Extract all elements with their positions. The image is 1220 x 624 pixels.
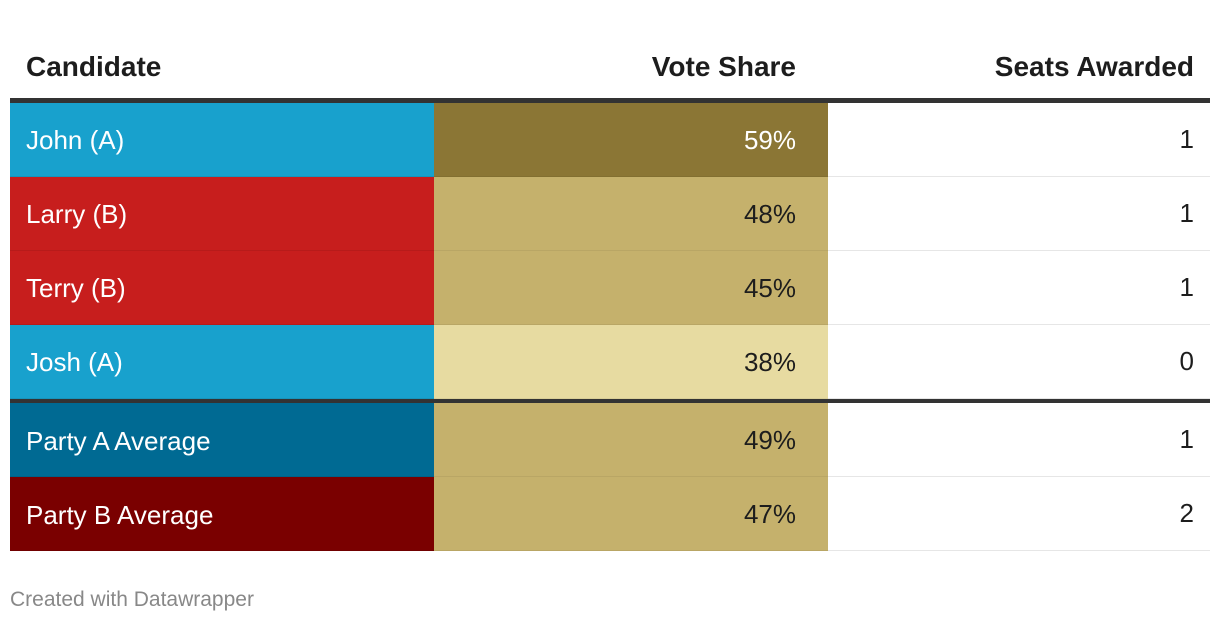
candidate-cell: Party B Average (10, 477, 434, 551)
table-header: Candidate Vote Share Seats Awarded (10, 36, 1210, 103)
table-row: Josh (A) 38% 0 (10, 325, 1210, 399)
candidate-cell: Terry (B) (10, 251, 434, 325)
table-row: Party A Average 49% 1 (10, 403, 1210, 477)
vote-share-cell: 45% (434, 251, 828, 325)
header-seats-awarded[interactable]: Seats Awarded (994, 51, 1194, 82)
vote-share-cell: 47% (434, 477, 828, 551)
header-vote-share[interactable]: Vote Share (651, 51, 796, 82)
seats-cell: 0 (828, 325, 1210, 399)
candidate-cell: Larry (B) (10, 177, 434, 251)
averages-divider (10, 399, 1210, 403)
seats-cell: 1 (828, 177, 1210, 251)
table-row: Larry (B) 48% 1 (10, 177, 1210, 251)
candidate-cell: Josh (A) (10, 325, 434, 399)
vote-share-cell: 48% (434, 177, 828, 251)
candidate-cell: John (A) (10, 103, 434, 177)
seats-cell: 1 (828, 103, 1210, 177)
table-row: John (A) 59% 1 (10, 103, 1210, 177)
table-row: Terry (B) 45% 1 (10, 251, 1210, 325)
footer-credit: Created with Datawrapper (10, 588, 254, 611)
candidate-rows: John (A) 59% 1 Larry (B) 48% 1 Terry (B) 45% 1 Jo… (10, 103, 1210, 399)
vote-share-cell: 59% (434, 103, 828, 177)
seats-cell: 1 (828, 251, 1210, 325)
average-rows: Party A Average 49% 1 Party B Average 47% 2 (10, 403, 1210, 551)
candidate-cell: Party A Average (10, 403, 434, 477)
header-candidate[interactable]: Candidate (26, 51, 162, 82)
seats-cell: 1 (828, 403, 1210, 477)
seats-cell: 2 (828, 477, 1210, 551)
vote-share-cell: 49% (434, 403, 828, 477)
results-table: Candidate Vote Share Seats Awarded John … (10, 36, 1210, 551)
vote-share-cell: 38% (434, 325, 828, 399)
table-row: Party B Average 47% 2 (10, 477, 1210, 551)
